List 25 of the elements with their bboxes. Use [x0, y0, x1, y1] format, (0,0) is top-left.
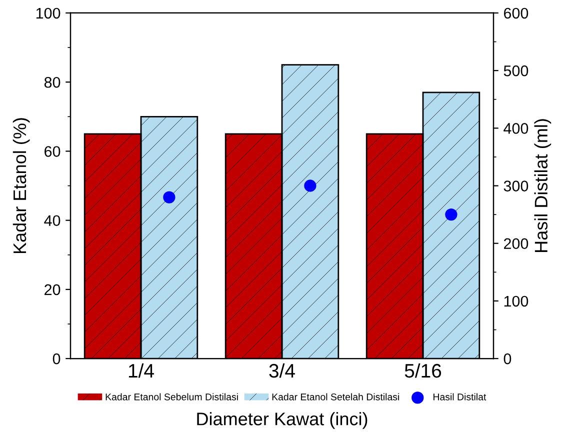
y2-tick-label: 600 [504, 8, 528, 19]
legend-label: Kadar Etanol Sebelum Distilasi [106, 393, 238, 400]
y2-tick-label: 100 [504, 296, 528, 307]
y-axis-title: Kadar Etanol (%) [12, 118, 30, 254]
y2-axis-title: Hasil Distilat (ml) [534, 119, 552, 252]
x-axis-title: Diameter Kawat (inci) [197, 412, 368, 429]
y-tick-label: 0 [52, 353, 60, 364]
y2-tick-label: 200 [504, 238, 528, 250]
x-tick-label: 5/16 [404, 363, 442, 378]
y-tick-label: 80 [44, 76, 60, 88]
y-tick-label: 60 [44, 146, 60, 157]
x-tick-label: 1/4 [128, 363, 154, 378]
y2-tick-label: 400 [504, 123, 528, 134]
y-tick-label: 40 [44, 215, 60, 226]
legend-label: Kadar Etanol Setelah Distilasi [272, 393, 399, 400]
point [445, 208, 458, 221]
y-tick-label: 100 [36, 8, 60, 19]
point [163, 191, 176, 204]
y2-tick-label: 0 [504, 353, 512, 364]
y-tick-label: 20 [44, 284, 60, 296]
y2-tick-label: 500 [504, 65, 528, 76]
point [304, 180, 316, 192]
x-tick-label: 3/4 [269, 363, 295, 378]
legend-label: Hasil Distilat [433, 393, 486, 400]
y2-tick-label: 300 [504, 180, 528, 192]
